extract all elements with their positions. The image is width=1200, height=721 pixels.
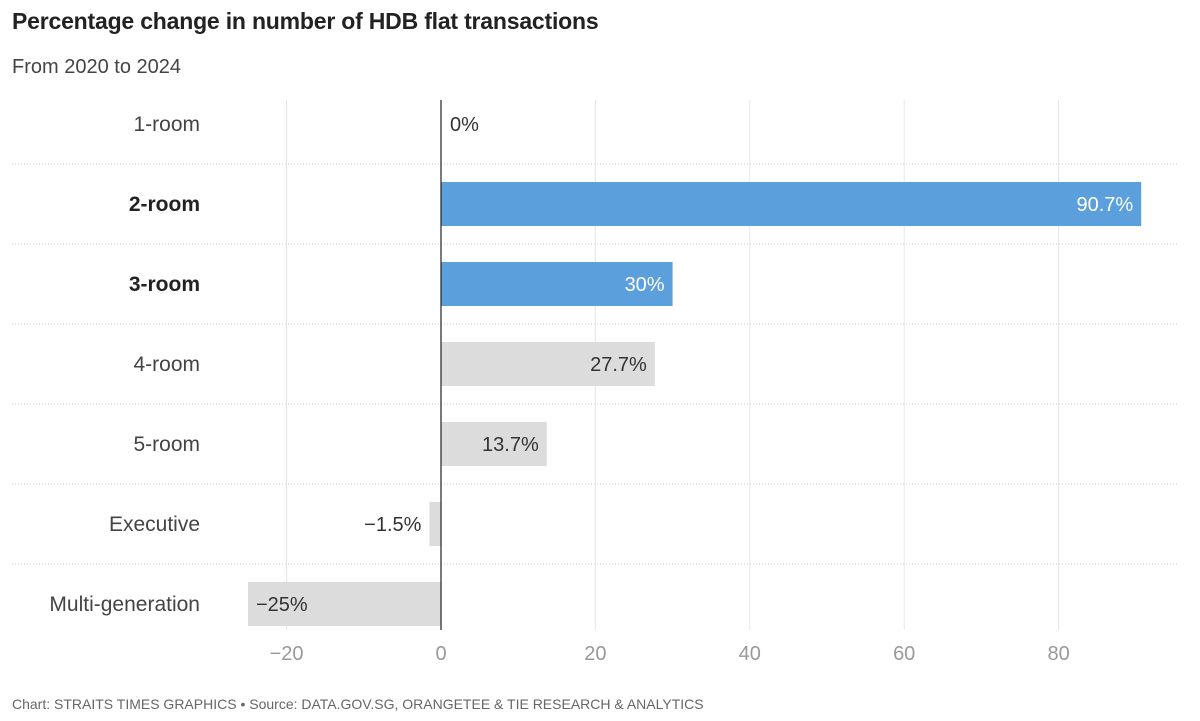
category-label: 1-room (133, 113, 200, 136)
x-tick-label: 40 (739, 643, 761, 665)
chart-subtitle: From 2020 to 2024 (12, 56, 181, 78)
value-label: 27.7% (590, 354, 647, 376)
bar-chart: 1-room 0% 2-room 90.7% 3-room 30% 4-room 27.7% 5… (12, 100, 1178, 665)
category-label: 4-room (133, 353, 200, 376)
bar (429, 502, 441, 546)
value-label: −25% (256, 594, 308, 616)
bar (441, 342, 655, 386)
category-label: 2-room (129, 193, 200, 216)
category-label: 5-room (133, 433, 200, 456)
value-label: 13.7% (482, 434, 539, 456)
x-tick-label: 0 (435, 643, 446, 665)
bar (248, 582, 441, 626)
category-label: Executive (109, 513, 200, 536)
bar (441, 262, 673, 306)
value-label: 30% (625, 274, 665, 296)
value-label: 90.7% (1076, 194, 1133, 216)
x-tick-label: −20 (270, 643, 304, 665)
category-label: 3-room (129, 273, 200, 296)
category-label: Multi-generation (49, 593, 200, 616)
chart-footer: Chart: STRAITS TIMES GRAPHICS • Source: … (12, 696, 704, 712)
x-tick-label: 20 (584, 643, 606, 665)
value-label: −1.5% (364, 514, 421, 536)
x-tick-label: 80 (1047, 643, 1069, 665)
chart-title: Percentage change in number of HDB flat … (12, 8, 599, 34)
value-label: 0% (450, 114, 479, 136)
bar (441, 182, 1142, 226)
bar (441, 422, 547, 466)
x-tick-label: 60 (893, 643, 915, 665)
